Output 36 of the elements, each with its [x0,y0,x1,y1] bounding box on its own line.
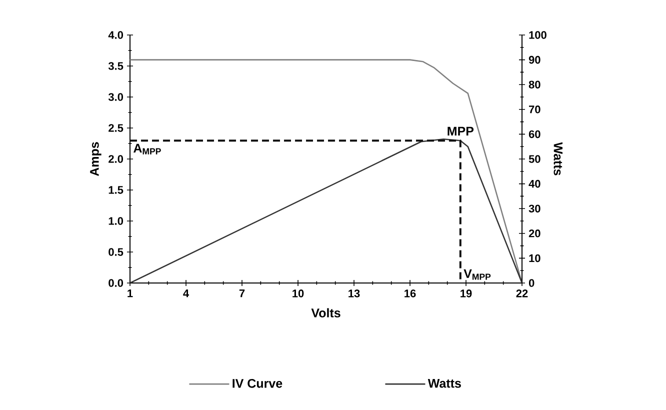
y-axis-title: Amps [90,142,102,176]
legend-label: IV Curve [232,378,282,388]
y-tick-label: 0.0 [108,279,124,287]
annotation: A$_{MPP}$ [134,144,161,154]
y-tick-label: 3.5 [108,62,124,70]
y2-tick-label: 30 [528,204,540,213]
x-tick-label: 16 [404,290,416,298]
y2-tick-label: 50 [528,155,540,163]
x-tick-label: 19 [460,290,472,298]
y2-tick-label: 90 [528,56,540,64]
y2-axis-title: Watts [554,142,562,176]
y-tick-label: 2.0 [108,155,124,163]
y-tick-label: 4.0 [108,31,124,39]
y2-tick-label: 100 [529,31,546,39]
y-tick-label: 1.5 [108,186,124,194]
y2-tick-label: 40 [528,180,540,188]
y2-tick-label: 20 [528,230,540,238]
y-tick-label: 3.0 [108,93,124,101]
annotation: V$_{MPP}$ [464,269,491,280]
y-tick-label: 1.0 [108,217,124,225]
y2-tick-label: 60 [528,130,540,138]
x-tick-label: 10 [292,290,304,298]
y2-tick-label: 80 [528,80,540,88]
annotation: MPP [448,126,474,136]
x-tick-label: 1 [128,290,133,298]
y2-tick-label: 0 [528,279,534,287]
x-tick-label: 4 [183,290,189,298]
x-tick-label: 7 [239,290,245,298]
x-axis-title: Volts [311,308,340,318]
y-tick-label: 2.5 [108,124,124,132]
x-tick-label: 22 [516,290,528,298]
y2-tick-label: 70 [529,106,540,114]
y2-tick-label: 10 [529,254,540,262]
y-tick-label: 0.5 [108,248,124,256]
legend-label: Watts [428,379,461,388]
x-tick-label: 13 [348,290,360,298]
